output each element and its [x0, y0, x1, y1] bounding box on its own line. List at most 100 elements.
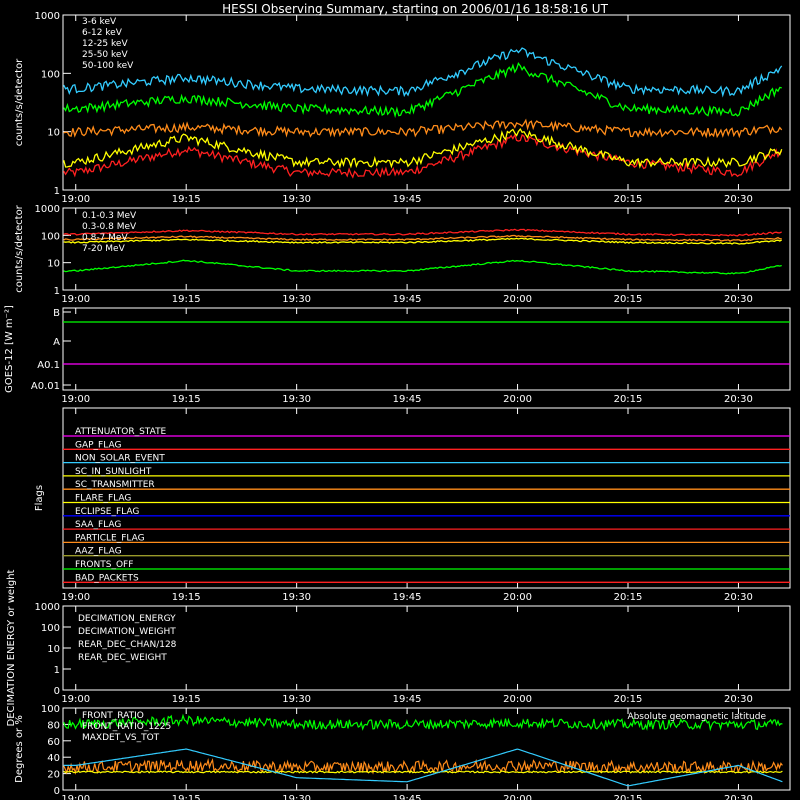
gamma-series-3 [63, 259, 782, 275]
goes-xtick-label-3: 19:45 [393, 394, 422, 405]
gamma-ylabel: counts/s/detector [14, 204, 25, 292]
gamma-ytick-label-0: 1 [54, 286, 60, 297]
hxr-xtick-label-5: 20:15 [614, 194, 643, 205]
decimation-xtick-label-1: 19:15 [172, 694, 201, 705]
goes-xtick-label-2: 19:30 [282, 394, 311, 405]
decimation-xtick-label-4: 20:00 [503, 694, 532, 705]
ratio-xtick-label-6: 20:30 [724, 794, 753, 800]
hxr-xtick-label-1: 19:15 [172, 194, 201, 205]
ratio-xtick-label-1: 19:15 [172, 794, 201, 800]
decimation-legend-1: DECIMATION_WEIGHT [78, 627, 176, 637]
hxr-ytick-label-3: 1000 [35, 11, 60, 22]
goes-xtick-label-0: 19:00 [61, 394, 90, 405]
hxr-xtick-label-6: 20:30 [724, 194, 753, 205]
plot-title: HESSI Observing Summary, starting on 200… [222, 2, 608, 16]
ratio-ytick-label-5: 100 [41, 704, 60, 715]
decimation-ytick-label-3: 100 [41, 623, 60, 634]
decimation-legend-3: REAR_DEC_WEIGHT [78, 653, 167, 663]
decimation-xtick-label-2: 19:30 [282, 694, 311, 705]
goes-ytick-label-1: A0.1 [37, 360, 60, 371]
hxr-series-2 [63, 127, 783, 169]
hxr-xtick-label-0: 19:00 [61, 194, 90, 205]
decimation-xtick-label-5: 20:15 [614, 694, 643, 705]
goes-ytick-label-0: A0.01 [31, 381, 60, 392]
decimation-legend-2: REAR_DEC_CHAN/128 [78, 640, 177, 650]
hxr-series-1 [63, 118, 783, 139]
ratio-series-1 [63, 758, 783, 775]
ratio-panel: 19:00 19:15 19:30 19:45 20:00 20:15 20:30 0 20 40… [14, 704, 791, 800]
gamma-xtick-label-5: 20:15 [614, 294, 643, 305]
decimation-ytick-label-1: 1 [54, 665, 60, 676]
hxr-series-3 [63, 62, 782, 119]
flags-panel: 19:00 19:15 19:30 19:45 20:00 20:15 20:30 Flags… [34, 407, 791, 603]
decimation-ytick-label-4: 1000 [35, 602, 60, 613]
ratio-xtick-label-0: 19:00 [61, 794, 90, 800]
flags-label-2: NON_SOLAR_EVENT [75, 454, 165, 464]
ratio-legend-1: FRONT_RATIO_1225 [82, 722, 171, 732]
gamma-legend-3: 7-20 MeV [82, 244, 126, 254]
hxr-ylabel: counts/s/detector [14, 58, 25, 146]
ratio-ytick-label-2: 40 [47, 753, 60, 764]
flags-label-7: SAA_FLAG [75, 520, 121, 530]
flags-label-10: FRONTS_OFF [75, 560, 133, 570]
flags-label-5: FLARE_FLAG [75, 494, 131, 504]
flags-label-11: BAD_PACKETS [75, 573, 139, 583]
decimation-ytick-label-0: 0 [54, 686, 60, 697]
ratio-xtick-label-4: 20:00 [503, 794, 532, 800]
gamma-legend-2: 0.8-7 MeV [82, 233, 128, 243]
hxr-xtick-label-4: 20:00 [503, 194, 532, 205]
hxr-series-0 [63, 133, 783, 179]
decimation-ylabel: DECIMATION ENERGY or weight [6, 569, 17, 726]
flags-label-4: SC_TRANSMITTER [75, 480, 155, 490]
ratio-ytick-label-0: 0 [54, 786, 60, 797]
ratio-legend-2: MAXDET_VS_TOT [82, 733, 160, 743]
decimation-ytick-label-2: 10 [47, 644, 60, 655]
hxr-xtick-label-3: 19:45 [393, 194, 422, 205]
hxr-legend-3: 25-50 keV [82, 50, 128, 60]
flags-frame [62, 407, 791, 589]
goes-xtick-label-4: 20:00 [503, 394, 532, 405]
gamma-series-2 [63, 237, 783, 245]
flags-label-3: SC_IN_SUNLIGHT [75, 467, 152, 477]
hxr-legend-2: 12-25 keV [82, 39, 128, 49]
gamma-ytick-label-1: 10 [47, 259, 60, 270]
goes-panel: 19:00 19:15 19:30 19:45 20:00 20:15 20:30 A0.01… [4, 305, 791, 405]
gamma-panel: 19:00 19:15 19:30 19:45 20:00 20:15 20:30 1 10 10… [14, 204, 791, 305]
decimation-xtick-label-6: 20:30 [724, 694, 753, 705]
goes-xtick-label-6: 20:30 [724, 394, 753, 405]
gamma-legend-0: 0.1-0.3 MeV [82, 211, 137, 221]
ratio-ytick-label-1: 20 [47, 770, 60, 781]
decimation-xtick-label-3: 19:45 [393, 694, 422, 705]
ratio-annotation: Absolute geomagnetic latitude [627, 712, 766, 722]
flags-label-0: ATTENUATOR_STATE [75, 427, 167, 437]
hxr-ytick-label-0: 1 [54, 186, 60, 197]
gamma-legend-1: 0.3-0.8 MeV [82, 222, 137, 232]
flags-label-9: AAZ_FLAG [75, 547, 122, 557]
ratio-legend-0: FRONT_RATIO [82, 711, 144, 721]
gamma-ytick-label-3: 1000 [35, 204, 60, 215]
flags-xtick-label-0: 19:00 [61, 592, 90, 603]
decimation-legend-0: DECIMATION_ENERGY [78, 614, 176, 624]
ratio-xtick-label-5: 20:15 [614, 794, 643, 800]
ratio-ytick-label-4: 80 [47, 720, 60, 731]
ratio-series-3 [63, 748, 783, 787]
hxr-xtick-label-2: 19:30 [282, 194, 311, 205]
gamma-xtick-label-6: 20:30 [724, 294, 753, 305]
flags-xtick-label-4: 20:00 [503, 592, 532, 603]
ratio-ytick-label-3: 60 [47, 737, 60, 748]
hxr-series-4 [63, 47, 783, 98]
flags-xtick-label-6: 20:30 [724, 592, 753, 603]
flags-xtick-label-5: 20:15 [614, 592, 643, 603]
flags-xtick-label-1: 19:15 [172, 592, 201, 603]
ratio-ylabel: Degrees or % [14, 715, 25, 783]
hxr-ytick-label-1: 10 [47, 128, 60, 139]
goes-ytick-label-2: A [53, 337, 60, 348]
gamma-series-0 [63, 228, 782, 237]
hxr-legend-4: 50-100 keV [82, 61, 134, 71]
ratio-xtick-label-2: 19:30 [282, 794, 311, 800]
hxr-ytick-label-2: 100 [41, 69, 60, 80]
flags-label-1: GAP_FLAG [75, 440, 121, 450]
ratio-xtick-label-3: 19:45 [393, 794, 422, 800]
goes-ylabel: GOES-12 [W m⁻²] [4, 305, 15, 393]
